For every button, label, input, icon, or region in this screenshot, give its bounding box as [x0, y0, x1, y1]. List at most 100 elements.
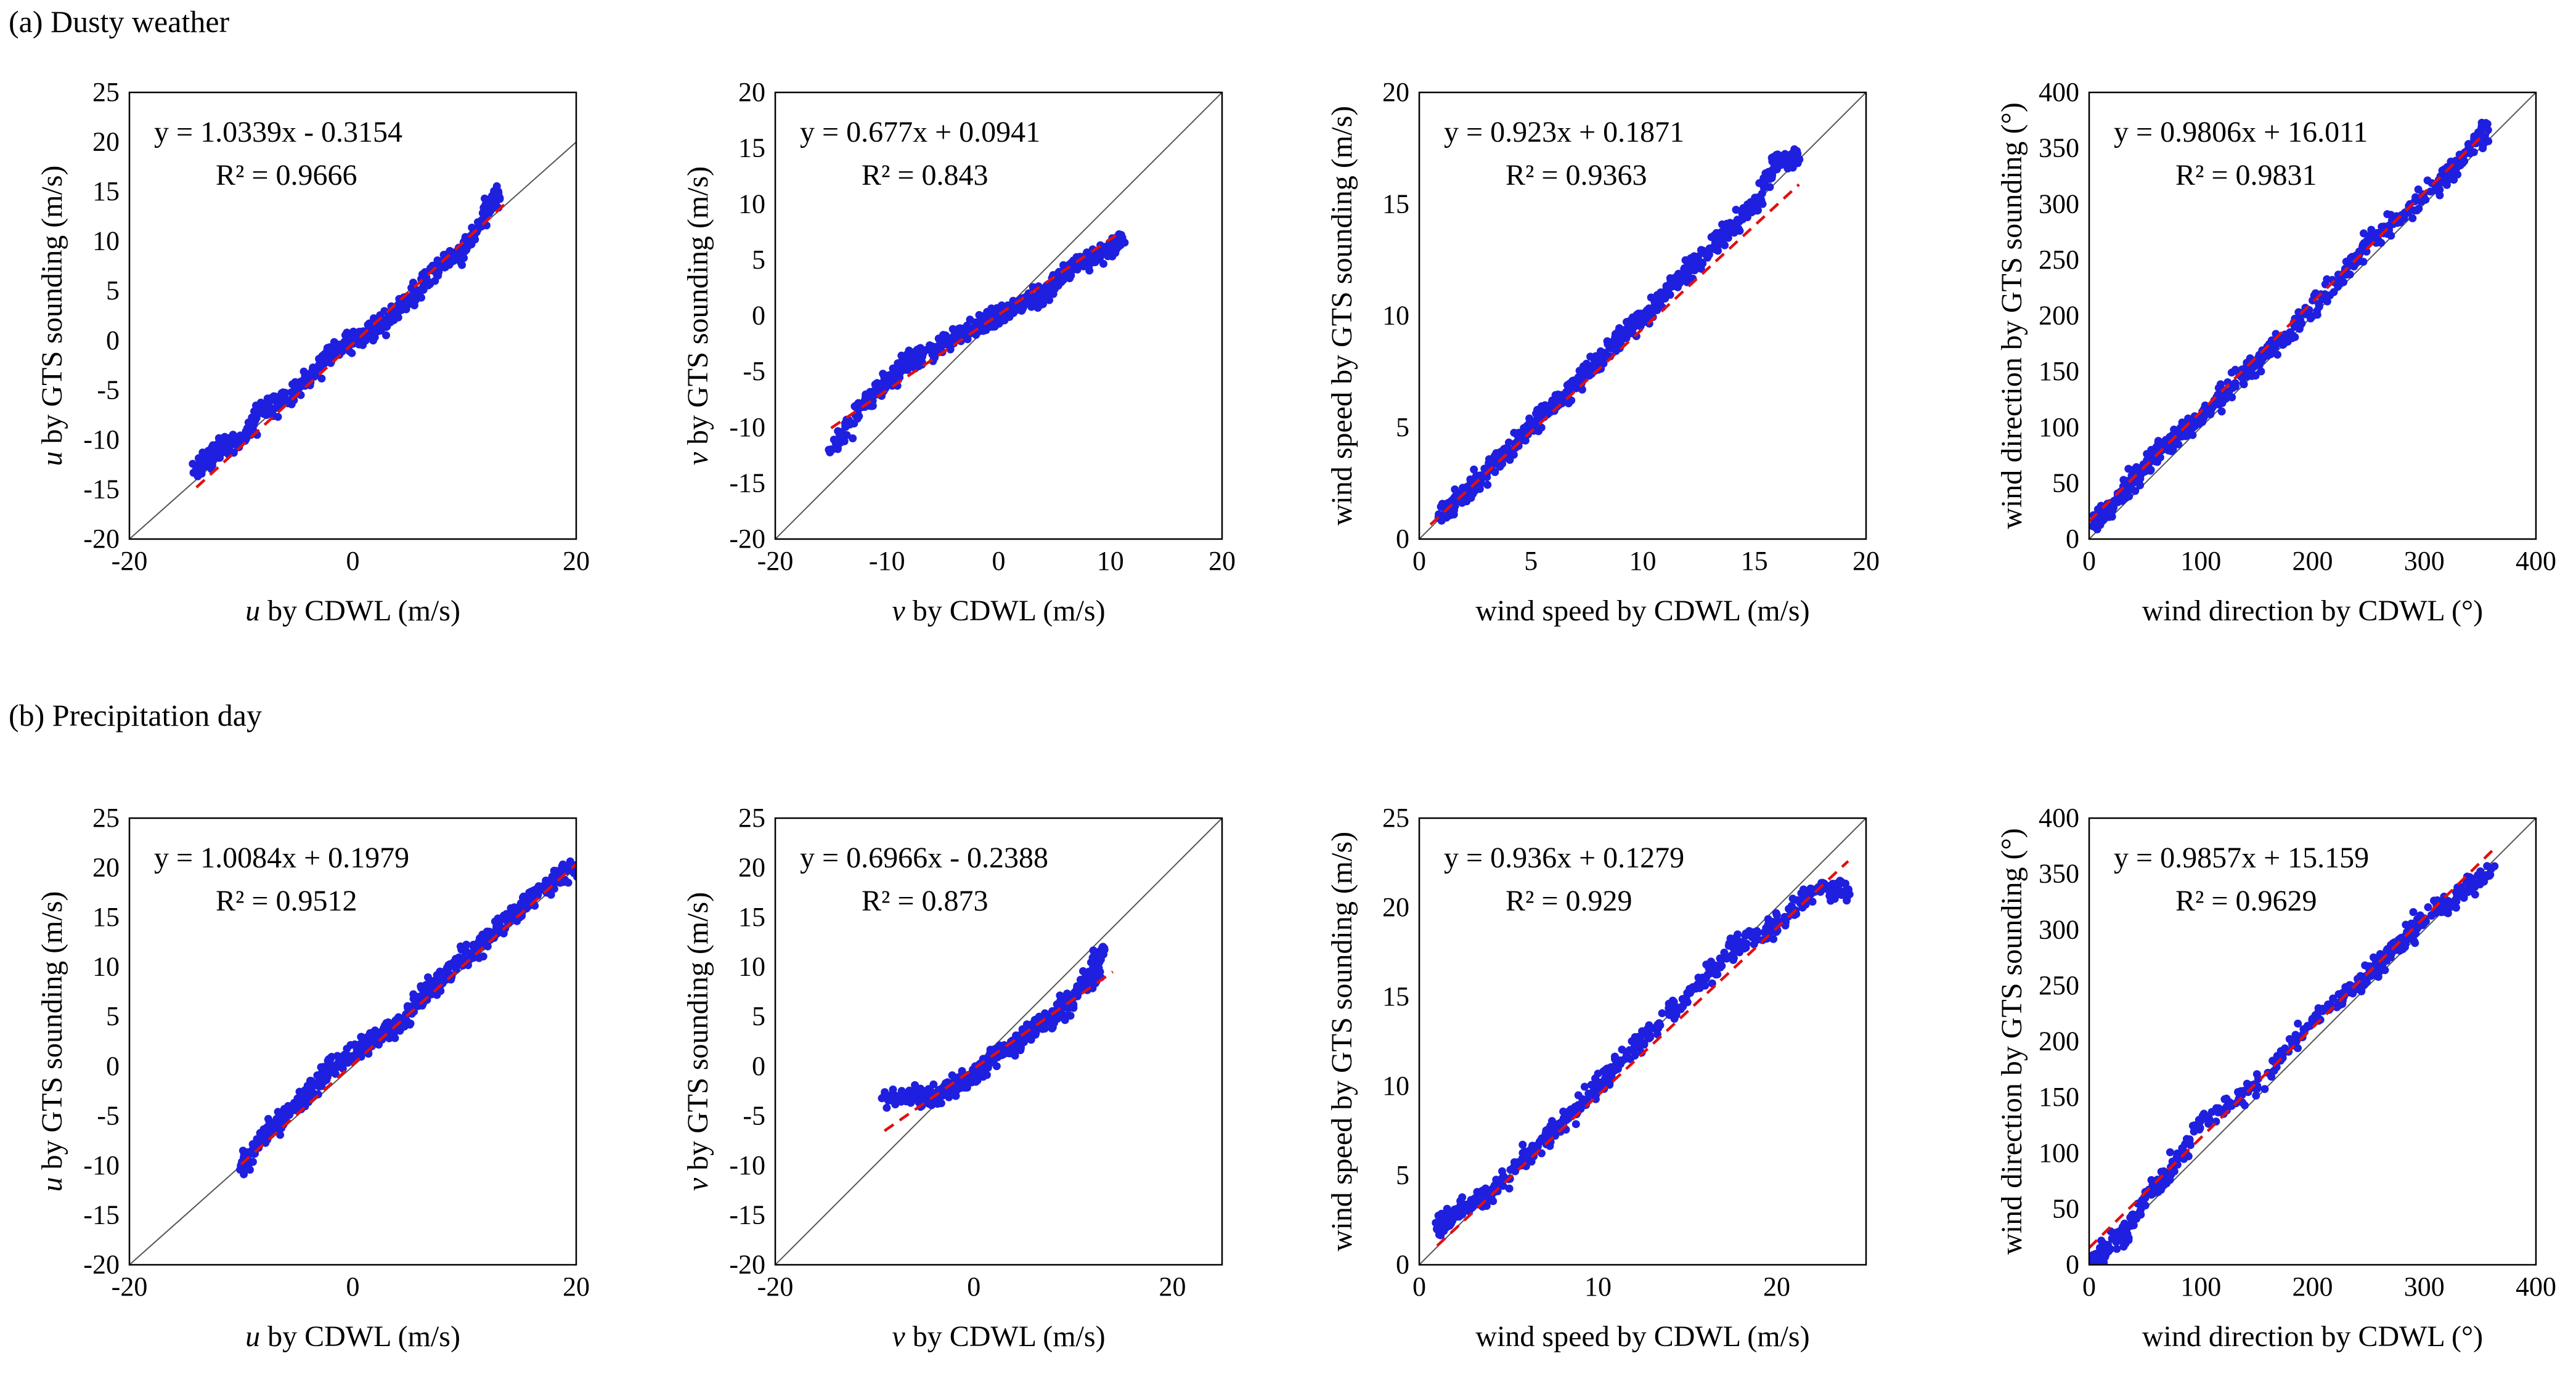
data-point [854, 407, 862, 416]
y-tick-label: 15 [92, 902, 120, 932]
y-tick-label: 20 [92, 853, 120, 883]
data-point [1750, 200, 1759, 209]
data-point [1787, 901, 1796, 910]
data-point [1710, 231, 1719, 240]
data-point [1690, 252, 1698, 261]
data-point [2207, 1108, 2216, 1116]
x-axis-label: wind direction by CDWL (°) [2142, 595, 2483, 627]
regression-equation: y = 0.9857x + 15.159 [2114, 842, 2369, 874]
x-tick-label: 20 [1159, 1272, 1186, 1302]
x-tick-label: 20 [563, 546, 590, 576]
data-point [1684, 273, 1692, 282]
data-point [1470, 465, 1478, 474]
y-tick-label: 15 [738, 133, 765, 163]
data-point [2162, 1171, 2172, 1180]
data-point [229, 431, 237, 439]
data-point [481, 194, 489, 203]
data-point [2178, 418, 2187, 427]
data-point [505, 913, 514, 922]
data-point [2460, 157, 2469, 166]
data-point [1536, 1137, 1544, 1145]
data-point [983, 1057, 992, 1066]
regression-equation: y = 0.6966x - 0.2388 [800, 842, 1048, 874]
data-point [2349, 989, 2357, 997]
data-point [2257, 367, 2265, 376]
data-point [1665, 1010, 1674, 1019]
data-point [2409, 908, 2418, 916]
data-point [2382, 956, 2391, 965]
y-axis-label: u by GTS sounding (m/s) [36, 165, 68, 466]
plot-frame [1418, 91, 1867, 540]
data-point [357, 1033, 366, 1041]
one-to-one-line [775, 818, 1222, 1265]
y-tick-label: 0 [2066, 1249, 2079, 1280]
y-tick-label: 300 [2039, 914, 2079, 944]
data-point [2100, 1251, 2108, 1259]
x-tick-label: 300 [2404, 1272, 2445, 1302]
data-point [251, 416, 259, 425]
x-tick-label: 20 [1209, 546, 1236, 576]
x-axis-label: u by CDWL (m/s) [245, 1320, 460, 1353]
data-point [2107, 501, 2116, 510]
y-tick-label: 0 [106, 325, 120, 355]
data-point [348, 336, 357, 345]
data-point [2267, 350, 2275, 359]
data-point [2424, 903, 2432, 912]
data-point [2090, 1254, 2100, 1264]
y-tick-label: 15 [92, 176, 120, 206]
data-point [364, 1040, 372, 1049]
data-point [2135, 480, 2144, 489]
data-point [2141, 1201, 2150, 1210]
data-point [203, 455, 212, 465]
data-point [986, 1045, 995, 1054]
plot-frame [1418, 817, 1867, 1266]
data-point [1575, 367, 1584, 375]
data-point [1808, 885, 1817, 894]
x-tick-label: 0 [992, 546, 1006, 576]
data-point [2093, 505, 2102, 514]
x-tick-label: 400 [2516, 1272, 2556, 1302]
data-point [422, 274, 431, 282]
data-point [424, 973, 432, 981]
data-point [911, 348, 920, 356]
data-point [1095, 251, 1104, 259]
data-point [1612, 343, 1621, 352]
data-point [483, 207, 491, 216]
y-tick-label: 25 [92, 77, 120, 107]
y-tick-label: 150 [2039, 356, 2079, 386]
data-point [2252, 1070, 2261, 1079]
data-point [1718, 962, 1726, 970]
data-point [972, 322, 981, 331]
data-point [2100, 1259, 2108, 1265]
data-point [1050, 279, 1059, 288]
data-point [2260, 1085, 2269, 1094]
data-point [274, 399, 283, 408]
y-tick-label: -20 [729, 1249, 765, 1280]
y-tick-label: 5 [106, 275, 120, 306]
data-point [897, 358, 905, 366]
data-point [320, 355, 329, 364]
data-point [1594, 1082, 1602, 1090]
y-tick-label: 0 [752, 1051, 765, 1081]
data-point [1638, 1027, 1647, 1036]
x-axis-label: v by CDWL (m/s) [892, 595, 1105, 627]
data-point [1574, 1091, 1583, 1100]
data-point [962, 1079, 971, 1088]
x-tick-label: 0 [1412, 546, 1426, 576]
x-tick-label: 20 [1853, 546, 1880, 576]
y-tick-label: 5 [1396, 1160, 1409, 1190]
y-tick-label: 250 [2039, 245, 2079, 275]
data-point [2476, 880, 2484, 888]
data-point [1565, 1107, 1573, 1115]
data-point [2333, 1002, 2341, 1010]
r-squared: R² = 0.9512 [216, 885, 357, 917]
data-point [2367, 225, 2376, 234]
data-point [237, 435, 246, 444]
data-point [1506, 1166, 1515, 1174]
data-point [2102, 1243, 2111, 1251]
data-point [194, 472, 202, 481]
data-point [1498, 1174, 1507, 1182]
y-tick-label: 20 [738, 853, 765, 883]
